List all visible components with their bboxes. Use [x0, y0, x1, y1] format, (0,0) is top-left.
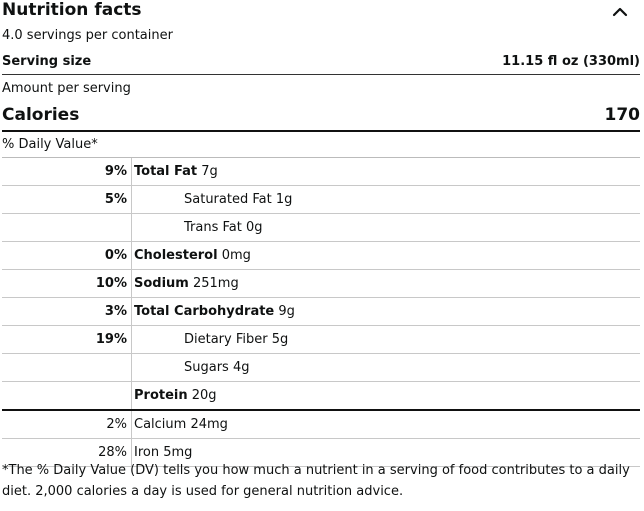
nutrient-row-saturated-fat: 5% Saturated Fat 1g: [2, 186, 640, 214]
calories-value: 170: [604, 105, 641, 125]
mineral-pct: 2%: [106, 417, 127, 432]
column-divider: [131, 298, 132, 325]
mineral-name: Iron 5mg: [134, 445, 193, 460]
nutrient-row-trans-fat: Trans Fat 0g: [2, 214, 640, 242]
nutrient-pct: [2, 214, 127, 241]
nutrient-amount: 9g: [274, 304, 295, 319]
calories-row: Calories 170: [2, 103, 640, 132]
column-divider: [131, 186, 132, 213]
nutrient-row-dietary-fiber: 19% Dietary Fiber 5g: [2, 326, 640, 354]
nutrient-name: Saturated Fat 1g: [184, 192, 293, 207]
nutrient-row-protein: Protein 20g: [2, 382, 640, 411]
nutrient-pct: 0%: [104, 248, 127, 263]
column-divider: [131, 411, 132, 438]
nutrient-pct: 9%: [104, 164, 127, 179]
serving-size-row: Serving size 11.15 fl oz (330ml): [2, 53, 640, 75]
nutrient-table: 9% Total Fat 7g 5% Saturated Fat 1g Tran…: [2, 157, 640, 467]
nutrient-row-sugars: Sugars 4g: [2, 354, 640, 382]
nutrient-name: Dietary Fiber 5g: [184, 332, 289, 347]
nutrient-name: Sodium 251mg: [134, 270, 239, 297]
nutrition-header[interactable]: Nutrition facts: [2, 0, 640, 24]
nutrient-name: Cholesterol 0mg: [134, 242, 251, 269]
nutrient-row-sodium: 10% Sodium 251mg: [2, 270, 640, 298]
mineral-row-iron: 28% Iron 5mg: [2, 439, 640, 467]
mineral-row-calcium: 2% Calcium 24mg: [2, 411, 640, 439]
nutrient-row-cholesterol: 0% Cholesterol 0mg: [2, 242, 640, 270]
nutrient-amount: 0mg: [217, 248, 251, 263]
column-divider: [131, 270, 132, 297]
nutrient-label: Cholesterol: [134, 248, 218, 263]
nutrient-label: Sodium: [134, 276, 189, 291]
column-divider: [131, 382, 132, 409]
mineral-name: Calcium 24mg: [134, 417, 228, 432]
nutrient-label: Total Fat: [134, 164, 198, 179]
nutrient-pct: 3%: [104, 304, 127, 319]
nutrient-pct: [2, 354, 127, 381]
column-divider: [131, 326, 132, 353]
column-divider: [131, 242, 132, 269]
column-divider: [131, 214, 132, 241]
daily-value-label: % Daily Value*: [2, 137, 98, 152]
serving-size-label: Serving size: [2, 54, 92, 69]
serving-size-value: 11.15 fl oz (330ml): [502, 54, 640, 69]
nutrient-label: Protein: [134, 388, 188, 403]
calories-label: Calories: [2, 105, 80, 125]
column-divider: [131, 439, 132, 466]
nutrient-name: Sugars 4g: [184, 360, 250, 375]
nutrient-pct: 19%: [95, 332, 127, 347]
nutrient-name: Trans Fat 0g: [184, 220, 263, 235]
daily-value-footnote: *The % Daily Value (DV) tells you how mu…: [2, 463, 630, 499]
nutrient-row-total-carbohydrate: 3% Total Carbohydrate 9g: [2, 298, 640, 326]
nutrient-pct: 5%: [104, 192, 127, 207]
nutrient-name: Protein 20g: [134, 382, 217, 409]
column-divider: [131, 158, 132, 185]
servings-per-container: 4.0 servings per container: [2, 28, 173, 43]
nutrient-row-total-fat: 9% Total Fat 7g: [2, 158, 640, 186]
amount-per-serving: Amount per serving: [2, 81, 131, 96]
mineral-pct: 28%: [98, 445, 127, 460]
nutrient-name: Total Fat 7g: [134, 158, 218, 185]
chevron-up-icon[interactable]: [610, 3, 630, 21]
nutrient-amount: 7g: [197, 164, 218, 179]
nutrient-label: Total Carbohydrate: [134, 304, 275, 319]
nutrient-amount: 20g: [187, 388, 217, 403]
nutrient-pct: [2, 382, 127, 409]
column-divider: [131, 354, 132, 381]
nutrient-name: Total Carbohydrate 9g: [134, 298, 295, 325]
nutrient-pct: 10%: [95, 276, 127, 291]
nutrient-amount: 251mg: [188, 276, 239, 291]
nutrition-title: Nutrition facts: [2, 0, 142, 20]
